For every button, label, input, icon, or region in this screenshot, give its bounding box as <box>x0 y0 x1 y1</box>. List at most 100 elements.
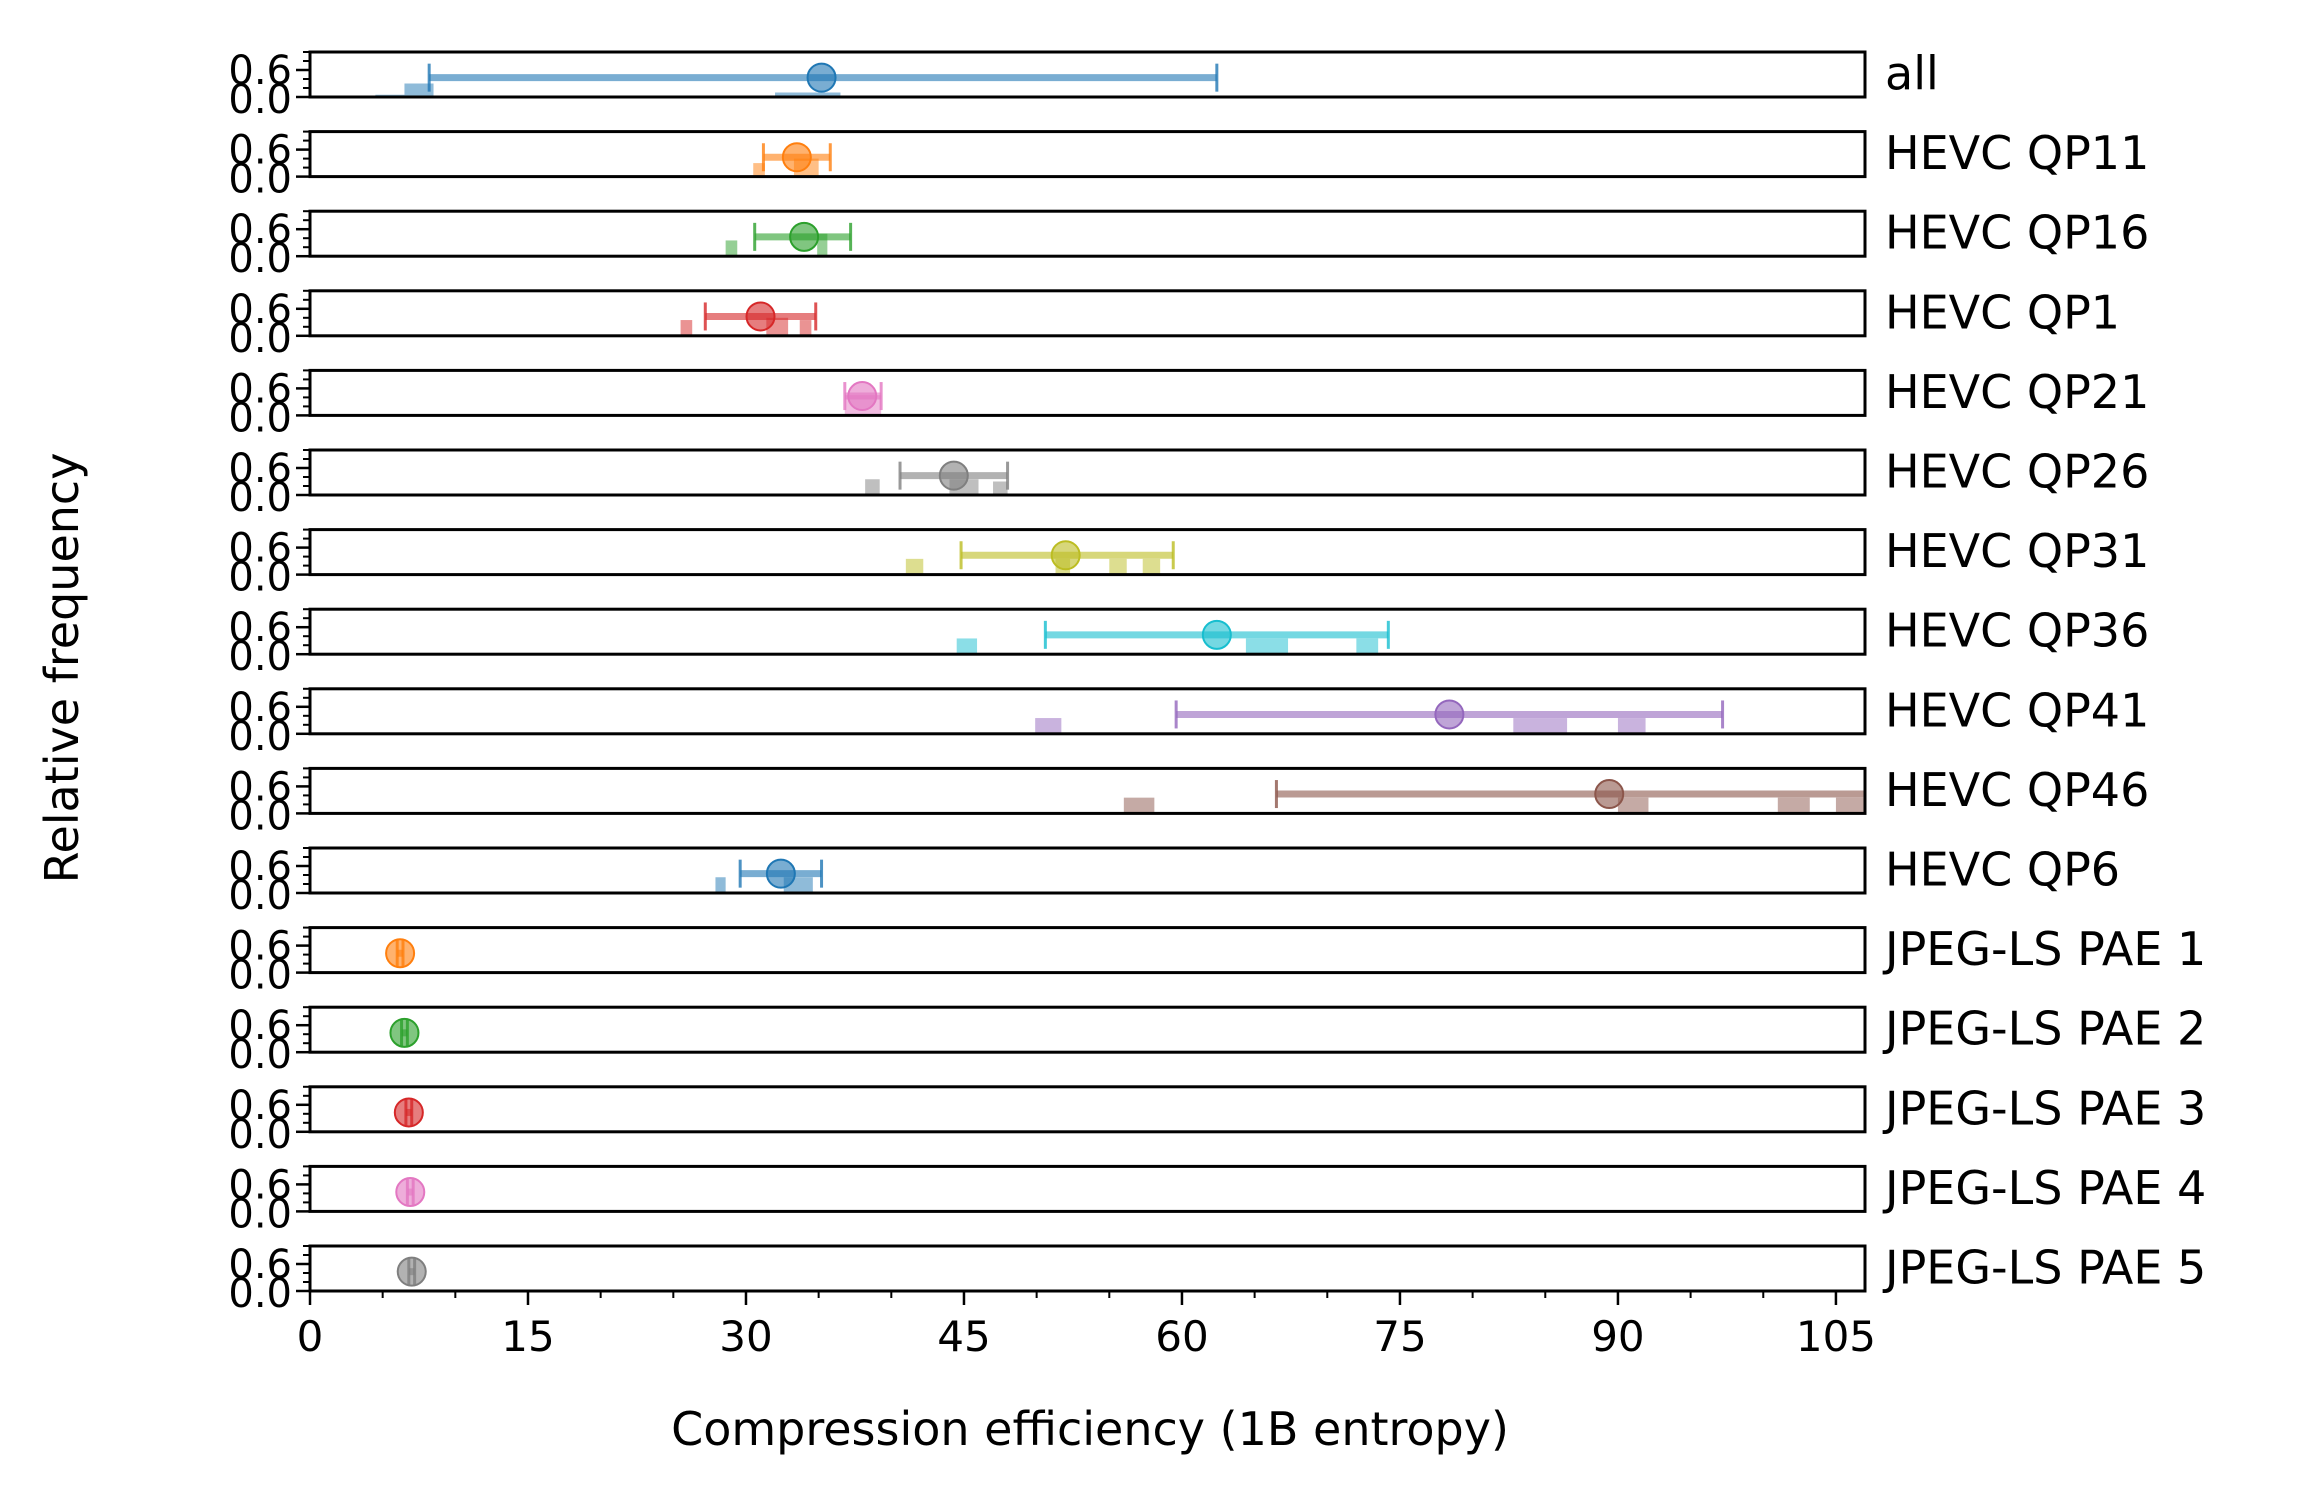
panel-14: 0.60.0 JPEG-LS PAE 4 <box>228 1161 2206 1238</box>
hist-bar <box>1617 797 1649 814</box>
panel-label: HEVC QP11 <box>1885 126 2149 180</box>
y-tick-label: 0.0 <box>228 714 292 760</box>
mean-point <box>395 1177 426 1208</box>
hist-bar <box>905 558 924 575</box>
panel-frame <box>308 687 1867 736</box>
y-tick-label: 0.0 <box>228 236 292 282</box>
y-axis-label: Relative frequency <box>35 453 89 884</box>
mean-point <box>806 62 837 93</box>
y-tick-label: 0.6 <box>228 446 292 492</box>
mean-point <box>765 858 796 889</box>
panel-frame <box>308 846 1867 895</box>
panel-13: 0.60.0 JPEG-LS PAE 3 <box>228 1081 2206 1158</box>
hist-bar <box>1513 718 1568 734</box>
panel-frame <box>308 368 1867 417</box>
panel-label: HEVC QP31 <box>1885 524 2149 578</box>
x-tick-label: 15 <box>501 1312 554 1361</box>
panel-frame <box>308 130 1867 179</box>
x-tick-label: 105 <box>1796 1312 1876 1361</box>
panel-frame <box>308 1164 1867 1213</box>
panel-1: 0.60.0 HEVC QP11 <box>228 126 2149 203</box>
panel-label: JPEG-LS PAE 4 <box>1882 1161 2206 1215</box>
panel-3: 0.60.0 HEVC QP1 <box>228 285 2120 362</box>
y-tick-label: 0.6 <box>228 1083 292 1129</box>
panel-label: HEVC QP41 <box>1885 683 2149 737</box>
y-tick-label: 0.6 <box>228 287 292 333</box>
panel-label: HEVC QP6 <box>1885 843 2120 897</box>
hist-bar <box>817 233 828 257</box>
panel-frame <box>308 1085 1867 1134</box>
y-tick-label: 0.0 <box>228 1271 292 1317</box>
hist-bar <box>1142 558 1161 575</box>
y-tick-label: 0.6 <box>228 1242 292 1288</box>
panel-frame <box>308 289 1867 338</box>
panel-8: 0.60.0 HEVC QP41 <box>228 683 2149 760</box>
mean-point <box>1201 619 1232 650</box>
panel-6: 0.60.0 HEVC QP31 <box>228 524 2149 601</box>
y-tick-label: 0.6 <box>228 48 292 94</box>
x-tick-label: 90 <box>1591 1312 1644 1361</box>
panel-15: 0.60.0 JPEG-LS PAE 5 <box>228 1241 2206 1318</box>
y-tick-label: 0.0 <box>228 157 292 203</box>
hist-bar <box>1356 638 1379 655</box>
y-tick-label: 0.0 <box>228 634 292 680</box>
x-tick-label: 0 <box>297 1312 324 1361</box>
y-tick-label: 0.6 <box>228 366 292 412</box>
y-tick-label: 0.6 <box>228 605 292 651</box>
hist-bar <box>1245 638 1289 655</box>
panel-frame <box>308 926 1867 975</box>
panel-label: JPEG-LS PAE 2 <box>1882 1002 2206 1056</box>
y-tick-label: 0.6 <box>228 1162 292 1208</box>
y-tick-label: 0.6 <box>228 764 292 810</box>
mean-point <box>396 1256 427 1287</box>
y-tick-label: 0.6 <box>228 207 292 253</box>
y-tick-label: 0.0 <box>228 1112 292 1158</box>
y-tick-label: 0.6 <box>228 128 292 174</box>
x-tick-label: 30 <box>719 1312 772 1361</box>
mean-point <box>1594 779 1625 810</box>
y-tick-label: 0.6 <box>228 844 292 890</box>
hist-bar <box>680 320 693 336</box>
panel-label: JPEG-LS PAE 1 <box>1882 922 2206 976</box>
y-tick-label: 0.0 <box>228 873 292 919</box>
panel-frame <box>308 448 1867 497</box>
hist-bar <box>956 638 978 655</box>
x-tick-label: 75 <box>1373 1312 1426 1361</box>
mean-point <box>1434 699 1465 730</box>
hist-bar <box>715 877 726 893</box>
y-tick-label: 0.0 <box>228 1032 292 1078</box>
mean-point <box>789 221 820 252</box>
hist-bar <box>1035 718 1062 734</box>
hist-bar <box>1617 718 1646 734</box>
panel-10: 0.60.0 HEVC QP6 <box>228 843 2120 920</box>
x-axis: 0 15 30 45 60 75 90 105 <box>297 1291 1876 1361</box>
panel-frame <box>308 607 1867 656</box>
mean-point <box>781 142 812 173</box>
mean-point <box>938 460 969 491</box>
panel-label: JPEG-LS PAE 3 <box>1882 1081 2206 1135</box>
hist-bar <box>799 320 812 336</box>
hist-bar <box>1777 797 1810 814</box>
y-tick-label: 0.6 <box>228 526 292 572</box>
panel-label: HEVC QP36 <box>1885 604 2149 658</box>
mean-point <box>1050 540 1081 571</box>
mean-point <box>847 381 878 412</box>
panel-frame <box>308 766 1867 815</box>
panel-0: 0.60.0 all <box>228 47 1938 124</box>
panel-frame <box>308 528 1867 577</box>
y-tick-label: 0.0 <box>228 953 292 999</box>
hist-bar <box>725 240 738 257</box>
panel-label: HEVC QP21 <box>1885 365 2149 419</box>
y-tick-label: 0.0 <box>228 77 292 123</box>
y-tick-label: 0.0 <box>228 555 292 601</box>
panel-label: HEVC QP1 <box>1885 285 2120 339</box>
panel-label: HEVC QP16 <box>1885 206 2149 260</box>
y-tick-label: 0.6 <box>228 1003 292 1049</box>
hist-bar <box>1835 797 1865 814</box>
panel-label: JPEG-LS PAE 5 <box>1882 1241 2206 1295</box>
y-tick-label: 0.6 <box>228 924 292 970</box>
panel-9: 0.60.0 HEVC QP46 <box>228 763 2149 840</box>
panel-7: 0.60.0 HEVC QP36 <box>228 604 2149 681</box>
